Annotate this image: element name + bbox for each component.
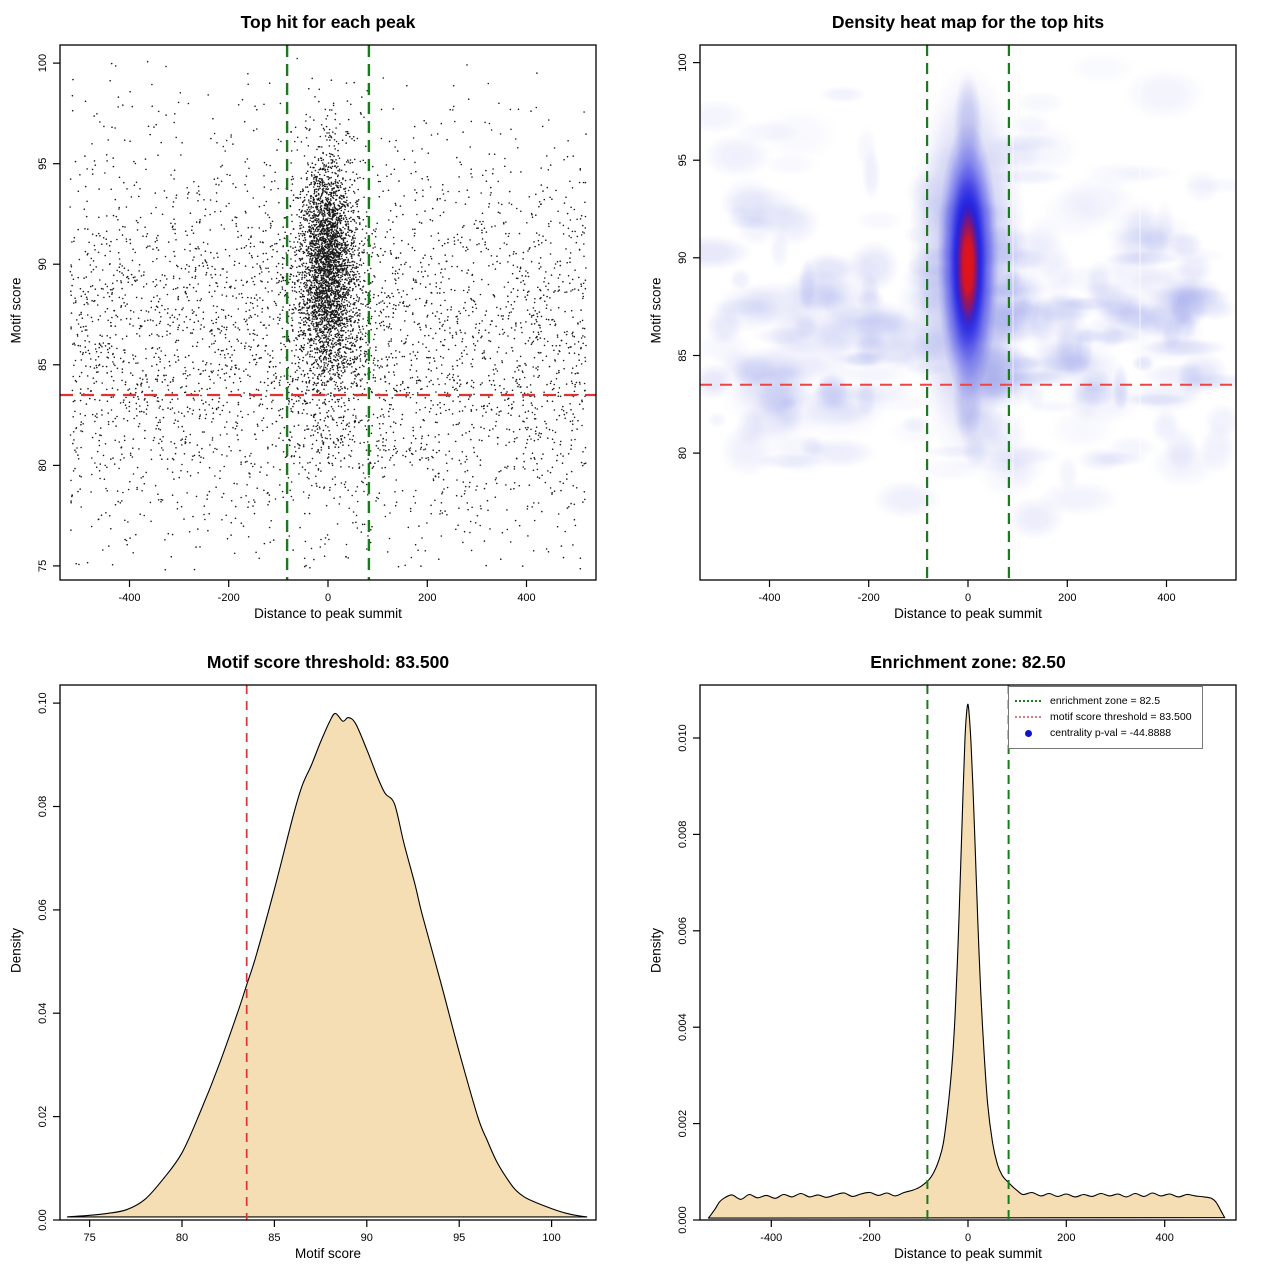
heatmap-xlabel: Distance to peak summit bbox=[894, 606, 1042, 621]
score-density-xlabel: Motif score bbox=[294, 1246, 362, 1261]
score-density-ylabel: Density bbox=[8, 928, 24, 974]
legend-item-centrality-pval: centrality p-val = -44.8888 bbox=[1015, 725, 1192, 741]
scatter-ylabel: Motif score bbox=[8, 277, 24, 344]
plot-legend: enrichment zone = 82.5 motif score thres… bbox=[1008, 686, 1203, 749]
red-dotted-line-swatch bbox=[1015, 716, 1041, 718]
legend-item-motif-threshold: motif score threshold = 83.500 bbox=[1015, 709, 1192, 725]
panel-density-heatmap: -400 -200 0 200 400 80 85 90 95 100 Density heat … bbox=[640, 0, 1280, 640]
scatter-title: Top hit for each peak bbox=[240, 12, 416, 32]
score-density-title: Motif score threshold: 83.500 bbox=[206, 652, 450, 672]
summit-density-title: Enrichment zone: 82.50 bbox=[870, 652, 1066, 672]
legend-label: centrality p-val = -44.8888 bbox=[1050, 727, 1172, 739]
legend-item-enrichment-zone: enrichment zone = 82.5 bbox=[1015, 693, 1192, 709]
panel-scatter-top-hits: -400 -200 0 200 400 75 80 85 90 95 100 Top hit for… bbox=[0, 0, 640, 640]
summit-density-plot-canvas: -400 -200 0 200 4000.0000.0020.0040.0060.008… bbox=[677, 684, 1237, 1244]
summit-density-xlabel: Distance to peak summit bbox=[894, 1246, 1042, 1261]
scatter-xlabel: Distance to peak summit bbox=[254, 606, 402, 621]
panel-summit-distance-density: -400 -200 0 200 400 0.000 0.002 0.004 0.006 0.008… bbox=[640, 640, 1280, 1280]
heatmap-title: Density heat map for the top hits bbox=[831, 12, 1105, 32]
summit-density-ylabel: Density bbox=[648, 928, 664, 974]
legend-label: motif score threshold = 83.500 bbox=[1050, 711, 1192, 723]
heatmap-ylabel: Motif score bbox=[648, 277, 664, 344]
panel-motif-score-density: 75 80 85 90 95 100 0.00 0.02 0.04 0.06 0.08 0.10 Mo… bbox=[0, 640, 640, 1280]
legend-label: enrichment zone = 82.5 bbox=[1050, 695, 1161, 707]
blue-dot-swatch bbox=[1025, 729, 1032, 737]
green-dotted-line-swatch bbox=[1015, 700, 1041, 702]
